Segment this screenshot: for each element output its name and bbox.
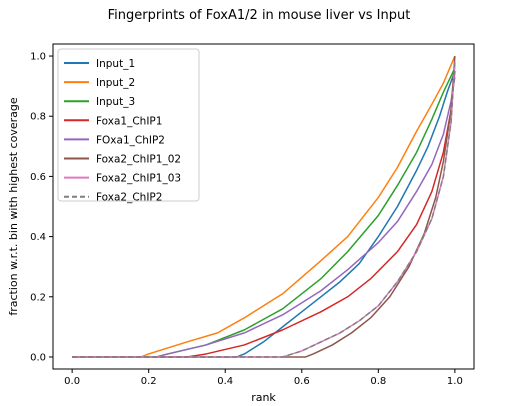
legend-box — [57, 48, 200, 202]
legend-label: Input_3 — [96, 96, 135, 108]
plot-frame — [52, 43, 475, 370]
series-line-3 — [72, 71, 456, 358]
series-line-0 — [72, 70, 456, 358]
x-tick-label: 0.4 — [217, 376, 233, 387]
series-line-1 — [72, 55, 456, 358]
series-line-4 — [72, 76, 456, 358]
legend-label: Foxa2_ChIP1_03 — [96, 173, 181, 185]
y-tick-label: 0.8 — [30, 112, 46, 123]
series-layer — [72, 55, 456, 358]
legend-label: Foxa2_ChIP2 — [96, 192, 162, 204]
y-tick-label: 0.4 — [30, 232, 46, 243]
legend-label: Input_2 — [96, 77, 135, 89]
x-tick-label: 1.0 — [447, 376, 463, 387]
legend-items: Input_1 Input_2 Input_3 Foxa1_ChIP1 FOxa1_Ch… — [64, 58, 181, 204]
y-tick-label: 0.2 — [30, 292, 46, 303]
legend-label: Input_1 — [96, 58, 135, 70]
legend-label: Foxa1_ChIP1 — [96, 115, 162, 127]
legend: Input_1 Input_2 Input_3 Foxa1_ChIP1 FOxa1_Ch… — [57, 48, 200, 204]
x-tick-label: 0.2 — [141, 376, 157, 387]
y-tick-label: 1.0 — [30, 52, 46, 63]
x-axis-label: rank — [251, 391, 276, 404]
y-tick-label: 0.0 — [30, 352, 46, 363]
legend-label: FOxa1_ChIP2 — [96, 134, 165, 146]
series-line-7 — [72, 62, 456, 358]
x-tick-label: 0.0 — [64, 376, 80, 387]
ticks-layer: 0.0 0.2 0.4 0.6 0.8 1.0 0.0 0.2 0.4 0.6 0.8 1.0 — [30, 52, 463, 387]
legend-label: Foxa2_ChIP1_02 — [96, 154, 181, 166]
chart-title: Fingerprints of FoxA1/2 in mouse liver v… — [108, 8, 411, 23]
x-tick-label: 0.8 — [370, 376, 386, 387]
series-line-5 — [72, 55, 456, 358]
x-tick-label: 0.6 — [294, 376, 310, 387]
y-tick-label: 0.6 — [30, 172, 46, 183]
y-axis-label: fraction w.r.t. bin with highest coverag… — [7, 97, 20, 315]
